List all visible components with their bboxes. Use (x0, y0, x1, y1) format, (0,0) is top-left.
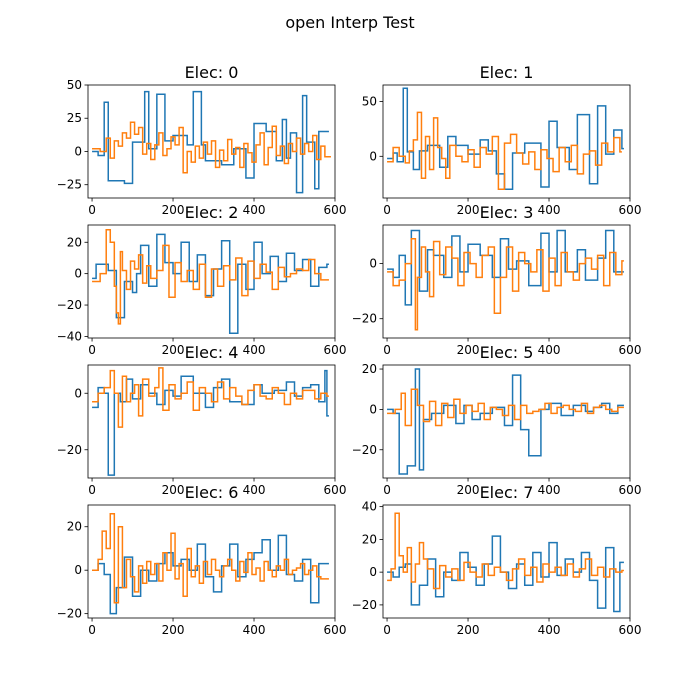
axes-frame (87, 364, 336, 479)
subplot-title: Elec: 7 (480, 483, 534, 502)
y-tick-label: 0 (369, 257, 377, 271)
y-tick-label: 40 (362, 500, 377, 514)
subplot-7: 0 200 400 600 −20 0 20 40 Elec: 7 (352, 483, 642, 637)
y-tick-label: −20 (57, 443, 82, 457)
y-tick-label: 25 (67, 111, 82, 125)
y-tick-label: 0 (369, 565, 377, 579)
series-line-0 (387, 87, 624, 190)
x-tick-label: 600 (619, 623, 642, 637)
series-line-1 (387, 238, 624, 331)
x-tick-label: 200 (162, 483, 185, 497)
x-tick-label: 0 (88, 623, 96, 637)
x-tick-label: 600 (619, 483, 642, 497)
y-tick-label: 20 (362, 532, 377, 546)
y-tick-label: −20 (352, 312, 377, 326)
subplot-4: 0 200 400 600 −20 0 Elec: 4 (57, 343, 347, 497)
series-line-1 (92, 121, 331, 174)
y-tick-label: 50 (67, 78, 82, 92)
subplot-1: 0 200 400 600 0 50 Elec: 1 (362, 63, 642, 217)
subplot-0: 0 200 400 600 −25 0 25 50 Elec: 0 (57, 63, 347, 217)
x-tick-label: 0 (88, 343, 96, 357)
subplot-title: Elec: 4 (185, 343, 239, 362)
y-tick-label: −20 (57, 607, 82, 621)
x-tick-label: 200 (457, 623, 480, 637)
y-tick-label: 0 (74, 386, 82, 400)
series-line-0 (92, 90, 329, 194)
x-tick-label: 200 (162, 203, 185, 217)
x-tick-label: 600 (324, 623, 347, 637)
subplot-5: 0 200 400 600 −20 0 20 Elec: 5 (352, 343, 642, 497)
x-tick-label: 200 (162, 343, 185, 357)
x-tick-label: 600 (619, 203, 642, 217)
y-tick-label: 0 (74, 267, 82, 281)
series-line-1 (387, 111, 622, 190)
y-tick-label: −25 (57, 178, 82, 192)
y-tick-label: −40 (57, 329, 82, 343)
axes-frame (87, 504, 336, 619)
subplot-title: Elec: 2 (185, 203, 239, 222)
series-line-0 (92, 534, 329, 615)
series-line-0 (387, 535, 624, 613)
series-line-1 (92, 367, 329, 428)
x-tick-label: 400 (538, 623, 561, 637)
x-tick-label: 400 (243, 343, 266, 357)
series-line-1 (92, 512, 329, 604)
axes-frame (382, 364, 631, 479)
x-tick-label: 400 (243, 623, 266, 637)
x-tick-label: 400 (538, 483, 561, 497)
axes-frame (87, 84, 336, 199)
y-tick-label: 20 (362, 362, 377, 376)
y-tick-label: −20 (352, 598, 377, 612)
y-tick-label: 20 (67, 235, 82, 249)
subplot-title: Elec: 0 (185, 63, 239, 82)
series-line-0 (92, 233, 329, 335)
x-tick-label: 200 (457, 483, 480, 497)
axes-frame (382, 84, 631, 199)
figure-title: open Interp Test (285, 13, 414, 32)
x-tick-label: 200 (162, 623, 185, 637)
y-tick-label: 0 (369, 149, 377, 163)
x-tick-label: 400 (538, 343, 561, 357)
x-tick-label: 200 (457, 343, 480, 357)
x-tick-label: 200 (457, 203, 480, 217)
x-tick-label: 400 (243, 203, 266, 217)
axes-frame (87, 224, 336, 339)
x-tick-label: 600 (324, 203, 347, 217)
y-tick-label: 0 (74, 563, 82, 577)
series-line-1 (387, 388, 624, 427)
y-tick-label: 50 (362, 94, 377, 108)
subplot-3: 0 200 400 600 −20 0 Elec: 3 (352, 203, 642, 357)
axes-frame (382, 224, 631, 339)
y-tick-label: −20 (352, 443, 377, 457)
x-tick-label: 0 (383, 203, 391, 217)
x-tick-label: 600 (324, 483, 347, 497)
x-tick-label: 0 (88, 483, 96, 497)
subplot-title: Elec: 3 (480, 203, 534, 222)
subplot-2: 0 200 400 600 −40 −20 0 20 Elec: 2 (57, 203, 347, 357)
x-tick-label: 0 (383, 343, 391, 357)
subplot-6: 0 200 400 600 −20 0 20 Elec: 6 (57, 483, 347, 637)
x-tick-label: 600 (324, 343, 347, 357)
y-tick-label: 20 (67, 520, 82, 534)
x-tick-label: 600 (619, 343, 642, 357)
x-tick-label: 0 (383, 483, 391, 497)
x-tick-label: 0 (88, 203, 96, 217)
series-line-1 (92, 228, 329, 325)
series-line-1 (387, 512, 624, 590)
y-tick-label: 0 (369, 402, 377, 416)
x-tick-label: 400 (538, 203, 561, 217)
y-tick-label: −20 (57, 298, 82, 312)
subplot-title: Elec: 5 (480, 343, 534, 362)
x-tick-label: 0 (383, 623, 391, 637)
subplot-title: Elec: 1 (480, 63, 534, 82)
axes-frame (382, 504, 631, 619)
y-tick-label: 0 (74, 144, 82, 158)
subplot-title: Elec: 6 (185, 483, 239, 502)
x-tick-label: 400 (243, 483, 266, 497)
